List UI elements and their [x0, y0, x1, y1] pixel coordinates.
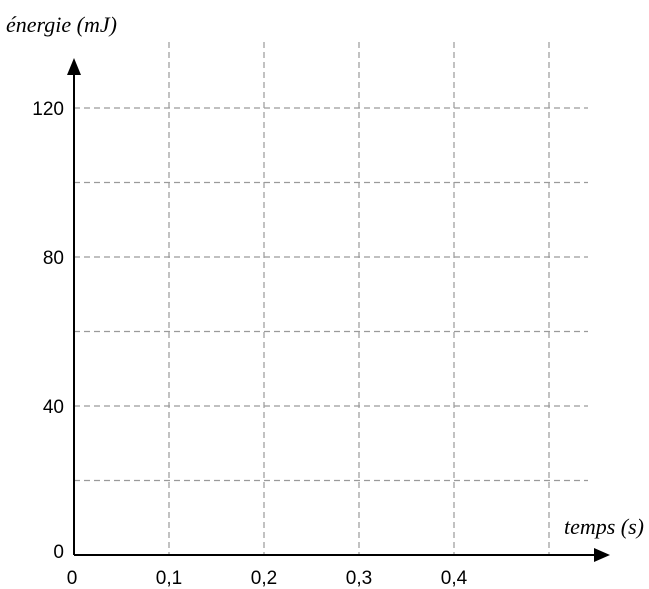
x-tick-label-3: 0,3: [346, 568, 372, 589]
grid-layer: [74, 42, 588, 555]
x-tick-label-0: 0: [67, 568, 78, 589]
y-tick-label-3: 120: [32, 99, 64, 120]
y-axis-arrowhead: [67, 58, 81, 75]
y-tick-labels: 0 40 80 120: [32, 99, 64, 563]
x-tick-label-4: 0,4: [441, 568, 468, 589]
x-tick-label-1: 0,1: [156, 568, 182, 589]
x-tick-label-2: 0,2: [251, 568, 277, 589]
y-axis-label: énergie (mJ): [6, 12, 117, 37]
y-tick-label-1: 40: [43, 397, 64, 418]
x-axis-label: temps (s): [564, 514, 644, 539]
axes: [67, 58, 610, 562]
x-axis-arrowhead: [594, 548, 610, 562]
x-tick-labels: 0 0,1 0,2 0,3 0,4: [67, 568, 468, 589]
y-tick-label-0: 0: [53, 542, 64, 563]
y-tick-label-2: 80: [43, 248, 64, 269]
